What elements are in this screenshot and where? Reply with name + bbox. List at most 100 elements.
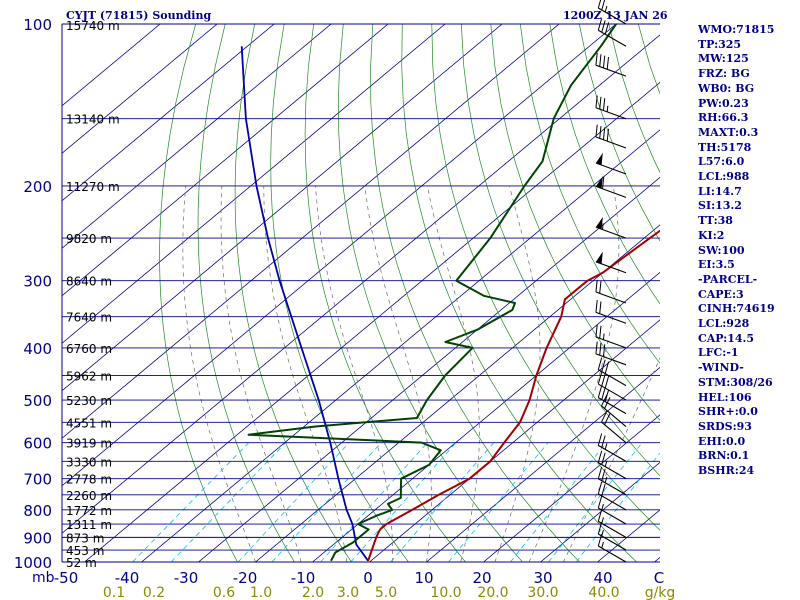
wind-barb (595, 52, 627, 77)
wind-barb-staff (595, 162, 627, 175)
temperature-tick-label: -20 (233, 569, 258, 587)
wind-barb-feather (601, 452, 606, 465)
moist-adiabat-line (494, 185, 541, 562)
index-value: L57:6.0 (698, 155, 745, 169)
index-value: WMO:71815 (698, 23, 775, 36)
wind-barb-staff (595, 107, 627, 120)
wind-barb-feather (606, 128, 609, 142)
wind-barb (597, 357, 627, 387)
wind-barb-half-feather (604, 443, 608, 450)
index-value: TH:5178 (698, 140, 752, 154)
mixing-ratio-line (237, 442, 350, 562)
wind-barb-feather (604, 376, 610, 389)
height-label: 6760 m (66, 342, 112, 356)
wind-barb-staff (598, 520, 627, 538)
mixing-ratio-line (132, 442, 250, 562)
wind-barb-feather (597, 372, 603, 385)
wind-barb-feather (601, 468, 606, 481)
wind-barb-feather (597, 450, 603, 463)
index-value: SW:100 (698, 243, 745, 257)
wind-barb-feather (597, 481, 603, 494)
wind-barb-feather (595, 279, 598, 293)
isotherm-line (62, 24, 503, 392)
wind-barb (595, 251, 627, 274)
index-value: CAP:14.5 (698, 331, 755, 345)
wind-barb (597, 466, 627, 496)
index-value: CINH:74619 (698, 302, 775, 316)
index-value: CAPE:3 (698, 287, 744, 301)
isotherm-line (62, 24, 275, 202)
wind-barb-half-feather (601, 541, 604, 549)
wind-barb-half-feather (602, 223, 604, 230)
wind-barb-staff (598, 383, 627, 401)
temperature-unit-label: C (654, 569, 664, 587)
mixing-ratio-line (320, 442, 428, 562)
wind-barb (597, 481, 627, 511)
wind-barb-feather (597, 521, 603, 535)
wind-barb-feather (601, 387, 606, 400)
mixing-ratio-label: 1.0 (250, 585, 272, 600)
index-value: TP:325 (698, 37, 742, 51)
wind-barb-half-feather (601, 503, 604, 511)
moist-adiabat-line (182, 185, 256, 562)
height-label: 5230 m (66, 394, 112, 408)
dry-adiabat-line (159, 24, 238, 562)
mixing-ratio-label: 0.1 (103, 585, 125, 600)
index-value: LCL:928 (698, 317, 750, 331)
wind-barb-feather (595, 52, 598, 66)
wind-barb (597, 521, 627, 551)
wind-barb-staff (598, 7, 627, 25)
wind-barb-feather (597, 357, 603, 370)
wind-barb-feather (597, 385, 603, 398)
wind-barb (595, 299, 627, 324)
parcel-trace (240, 46, 369, 562)
index-value: HEL:106 (698, 390, 752, 404)
wind-barb-pennant (595, 152, 603, 166)
pressure-tick-label: 800 (23, 502, 52, 520)
wind-barb-feather (597, 495, 603, 509)
isotherm-line (62, 24, 389, 297)
wind-barb-feather (595, 299, 598, 313)
wind-barb (597, 433, 627, 462)
index-value: KI:2 (698, 228, 725, 242)
dry-adiabat-line (197, 24, 295, 562)
isotherm-line (62, 34, 660, 534)
index-value: STM:308/26 (698, 375, 773, 389)
dry-adiabat-line (786, 24, 800, 562)
mixing-ratio-label: 20.0 (477, 585, 508, 600)
isotherm-line (62, 24, 332, 249)
height-label: 3919 m (66, 437, 112, 451)
height-label: 1311 m (66, 518, 112, 532)
wind-barb-feather (601, 410, 608, 423)
wind-barb-half-feather (604, 5, 608, 13)
height-label: 7640 m (66, 311, 112, 325)
wind-barb-staff (598, 444, 627, 462)
wind-barb (597, 450, 627, 480)
wind-barb-feather (597, 18, 603, 31)
wind-barb (597, 372, 627, 401)
temperature-tick-label: 20 (472, 569, 491, 587)
isotherm-line (540, 461, 660, 562)
index-value: -PARCEL- (698, 272, 758, 286)
wind-barb (595, 216, 627, 239)
height-label: 13140 m (66, 113, 120, 127)
chart-title: CYJT (71815) Sounding (66, 9, 212, 22)
skewt-background-lines (62, 24, 800, 562)
indices-panel: WMO:71815 TP:325 MW:125 FRZ: BG WB0: BG PW:0.… (698, 23, 775, 479)
height-label: 11270 m (66, 180, 120, 194)
wind-barb-staff (598, 462, 627, 480)
index-value: SHR+:0.0 (698, 405, 758, 419)
wind-barb-half-feather (601, 529, 604, 537)
temperature-tick-label: 40 (593, 569, 612, 587)
moist-adiabat-line (263, 185, 348, 562)
pressure-tick-label: 1000 (14, 554, 52, 572)
index-value: MW:125 (698, 52, 749, 66)
wind-barb-feather (597, 433, 603, 446)
chart-time: 1200Z 13 JAN 26 (563, 9, 668, 22)
mixing-ratio-label: 10.0 (430, 585, 461, 600)
pressure-unit-label: mb (32, 570, 55, 586)
wind-barb-feather (602, 176, 605, 189)
wind-barb-feather (601, 20, 606, 33)
